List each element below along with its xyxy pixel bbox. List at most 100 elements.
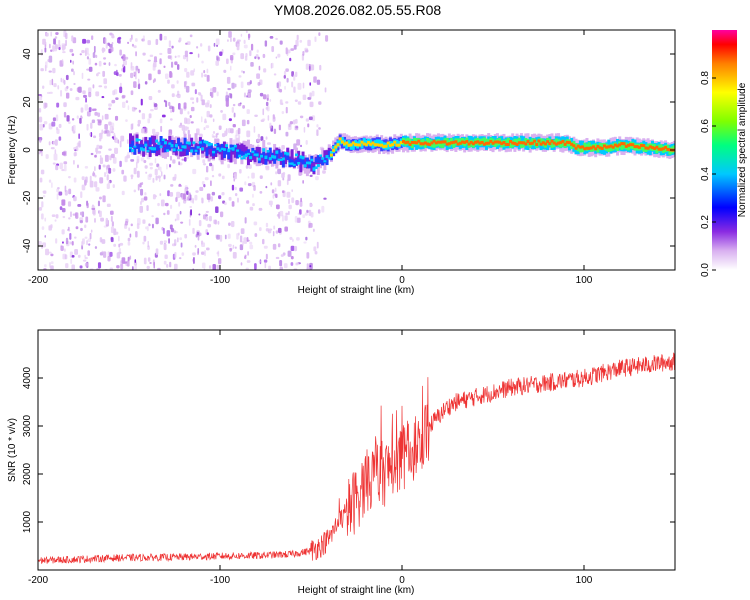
noise-speck xyxy=(215,38,220,45)
noise-speck xyxy=(111,122,115,128)
noise-speck xyxy=(86,111,91,117)
ridge-segment xyxy=(613,143,617,147)
noise-speck xyxy=(205,125,210,129)
noise-speck xyxy=(63,79,66,85)
noise-speck xyxy=(246,200,250,204)
noise-speck xyxy=(88,87,92,93)
noise-speck xyxy=(110,215,113,222)
noise-speck xyxy=(277,53,281,58)
noise-speck xyxy=(249,244,254,250)
x-tick-label: 100 xyxy=(576,275,593,286)
noise-speck xyxy=(279,88,283,93)
noise-speck xyxy=(40,68,44,72)
noise-speck xyxy=(296,139,301,146)
noise-speck xyxy=(178,37,182,42)
ridge-segment xyxy=(371,141,375,145)
noise-speck xyxy=(88,91,92,98)
noise-speck xyxy=(57,186,60,190)
noise-speck xyxy=(94,154,97,158)
noise-speck xyxy=(167,190,170,197)
noise-speck xyxy=(63,248,66,252)
noise-speck xyxy=(56,193,59,200)
ridge-segment xyxy=(495,140,499,144)
noise-speck xyxy=(95,91,100,97)
noise-speck xyxy=(104,123,108,130)
noise-speck xyxy=(109,32,113,36)
ridge-segment xyxy=(139,144,143,149)
noise-speck xyxy=(131,43,135,47)
ridge-segment xyxy=(410,140,414,144)
ridge-segment xyxy=(242,144,246,157)
x-tick-label: 0 xyxy=(399,275,405,286)
noise-speck xyxy=(73,177,77,183)
noise-speck xyxy=(92,52,96,59)
ridge-segment xyxy=(598,146,602,150)
x-tick-label: 0 xyxy=(399,575,405,586)
ridge-segment xyxy=(233,148,237,158)
ridge-segment xyxy=(616,144,620,148)
ridge-segment xyxy=(480,140,484,144)
noise-speck xyxy=(213,219,217,225)
ridge-segment xyxy=(408,142,412,146)
ridge-segment xyxy=(246,152,250,166)
noise-speck xyxy=(127,41,130,44)
noise-speck xyxy=(186,118,191,125)
noise-speck xyxy=(207,100,210,105)
noise-speck xyxy=(154,158,157,164)
noise-speck xyxy=(244,181,247,186)
ridge-segment xyxy=(587,146,591,150)
noise-speck xyxy=(231,82,235,89)
ridge-segment xyxy=(305,161,309,165)
noise-speck xyxy=(253,185,256,191)
noise-speck xyxy=(265,222,269,228)
noise-speck xyxy=(149,54,154,58)
noise-speck xyxy=(120,135,125,142)
noise-speck xyxy=(38,94,42,97)
noise-speck xyxy=(281,145,285,150)
ridge-segment xyxy=(535,143,539,147)
ridge-segment xyxy=(637,145,641,149)
ridge-segment xyxy=(362,137,366,145)
noise-speck xyxy=(234,246,237,249)
noise-speck xyxy=(157,166,160,171)
noise-speck xyxy=(232,244,235,249)
ridge-segment xyxy=(467,142,471,146)
noise-speck xyxy=(311,115,316,122)
ridge-segment xyxy=(517,141,521,145)
noise-speck xyxy=(58,136,62,141)
ridge-segment xyxy=(471,142,475,146)
ridge-segment xyxy=(129,146,132,149)
noise-speck xyxy=(39,177,43,183)
noise-speck xyxy=(206,74,210,82)
noise-speck xyxy=(268,228,273,231)
colorbar-tick-label: 0.6 xyxy=(700,119,711,133)
noise-speck xyxy=(297,82,302,90)
ridge-segment xyxy=(163,141,167,145)
noise-speck xyxy=(299,209,302,215)
ridge-segment xyxy=(157,142,161,146)
noise-speck xyxy=(168,238,170,244)
noise-speck xyxy=(300,144,303,148)
ridge-segment xyxy=(622,141,626,149)
ridge-segment xyxy=(550,139,554,143)
ridge-segment xyxy=(554,142,558,146)
noise-speck xyxy=(127,241,131,246)
noise-speck xyxy=(61,208,66,213)
ridge-segment xyxy=(196,146,200,149)
noise-speck xyxy=(78,133,80,140)
noise-speck xyxy=(206,165,209,173)
noise-speck xyxy=(122,54,126,61)
noise-speck xyxy=(161,114,166,118)
noise-speck xyxy=(75,96,80,101)
noise-speck xyxy=(84,180,87,187)
noise-speck xyxy=(38,107,42,113)
ridge-segment xyxy=(493,140,497,144)
noise-speck xyxy=(209,104,212,109)
noise-speck xyxy=(308,222,313,228)
noise-speck xyxy=(282,177,285,181)
ridge-segment xyxy=(648,145,652,149)
ridge-segment xyxy=(325,160,329,166)
noise-speck xyxy=(162,227,165,235)
ridge-segment xyxy=(177,149,181,152)
